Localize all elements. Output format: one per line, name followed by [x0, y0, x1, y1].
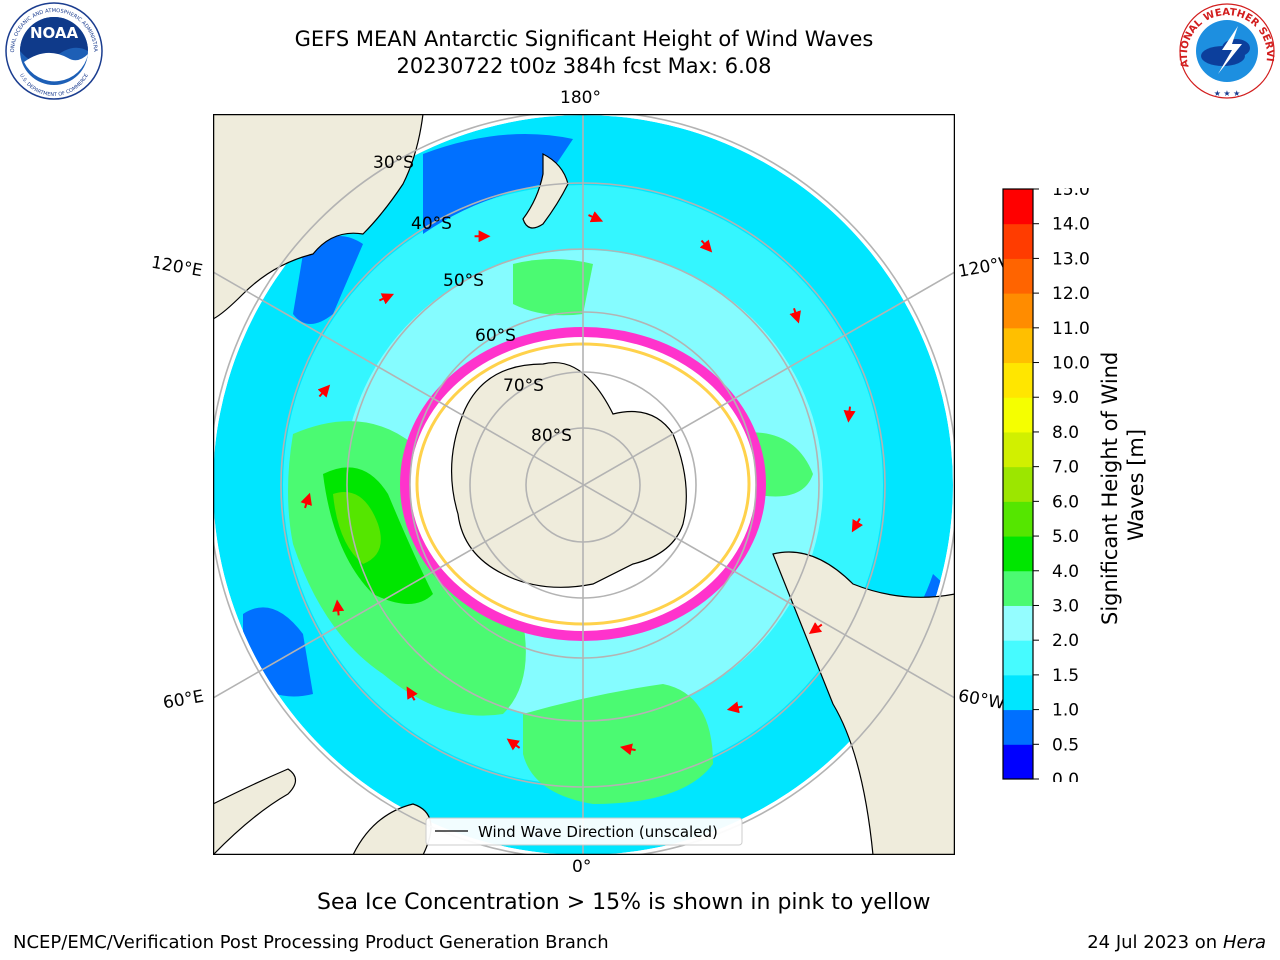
wave-arrow — [789, 308, 801, 324]
colorbar-tick-label: 4.0 — [1052, 562, 1079, 582]
lon-label-bottom: 0° — [572, 857, 592, 877]
colorbar-swatch — [1003, 362, 1033, 398]
colorbar-tick-label: 12.0 — [1052, 284, 1090, 304]
wave-arrow — [506, 738, 521, 751]
footer-left: NCEP/EMC/Verification Post Processing Pr… — [13, 932, 609, 953]
colorbar-swatch — [1003, 327, 1033, 364]
colorbar-label: Significant Height of Wind Waves [m] — [1098, 345, 1148, 625]
antarctica-land — [450, 362, 687, 588]
colorbar-tick-label: 11.0 — [1052, 319, 1090, 339]
wave-arrow — [726, 701, 743, 714]
map-legend: Wind Wave Direction (unscaled) — [425, 817, 743, 846]
graticule — [213, 114, 955, 855]
chart-title: GEFS MEAN Antarctic Significant Height o… — [294, 27, 874, 51]
colorbar-swatch — [1003, 640, 1033, 676]
wave-arrow — [332, 599, 345, 616]
footer-right: 24 Jul 2023 on Hera — [1087, 932, 1266, 953]
colorbar-tick-label: 3.0 — [1052, 596, 1079, 616]
colorbar-swatch — [1003, 293, 1033, 329]
africa-land — [213, 768, 297, 855]
new-zealand-land — [522, 153, 569, 229]
lon-label-upper-left: 120°E — [149, 252, 205, 282]
colorbar-swatch — [1003, 501, 1033, 537]
chart-subtitle: 20230722 t00z 384h fcst Max: 6.08 — [396, 54, 772, 78]
lon-label-lower-right: 60°W — [956, 686, 1007, 714]
lat-label-50s: 50°S — [443, 271, 484, 291]
colorbar-tick-label: 7.0 — [1052, 458, 1079, 478]
lon-label-lower-left: 60°E — [161, 686, 206, 714]
wave-arrow — [378, 293, 395, 305]
australia-land — [213, 114, 424, 320]
lat-label-30s: 30°S — [373, 153, 414, 173]
colorbar-tick-label: 8.0 — [1052, 423, 1079, 443]
colorbar-tick-label: 14.0 — [1052, 215, 1090, 235]
wave-arrow — [808, 622, 823, 634]
legend-label: Wind Wave Direction (unscaled) — [478, 823, 718, 841]
wave-arrow — [300, 492, 312, 509]
sea-ice-caption: Sea Ice Concentration > 15% is shown in … — [317, 890, 931, 915]
lat-label-80s: 80°S — [531, 426, 572, 446]
colorbar-tick-label: 0.5 — [1052, 735, 1079, 755]
colorbar-swatch — [1003, 258, 1033, 294]
wave-arrow — [699, 239, 713, 253]
colorbar-swatch — [1003, 223, 1033, 259]
noaa-logo-text: NOAA — [30, 24, 79, 42]
lat-label-70s: 70°S — [503, 376, 544, 396]
colorbar-tick-label: 9.0 — [1052, 388, 1079, 408]
colorbar-swatch — [1003, 744, 1033, 780]
colorbar-tick-label: 13.0 — [1052, 249, 1090, 269]
colorbar-swatch — [1003, 466, 1033, 502]
colorbar-swatch — [1003, 570, 1033, 606]
colorbar-tick-label: 5.0 — [1052, 527, 1079, 547]
nws-stars: ★ ★ ★ — [1214, 89, 1241, 98]
wave-arrow — [406, 686, 418, 701]
footer-machine: Hera — [1222, 932, 1266, 953]
wave-arrow — [851, 518, 864, 533]
polar-map: 30°S 40°S 50°S 60°S 70°S 80°S Wind Wave … — [212, 113, 956, 856]
colorbar-swatch — [1003, 674, 1033, 711]
colorbar-tick-label: 1.0 — [1052, 701, 1079, 721]
colorbar-tick-label: 6.0 — [1052, 492, 1079, 512]
colorbar-tick-label: 10.0 — [1052, 354, 1090, 374]
colorbar-swatch — [1003, 709, 1033, 745]
lat-label-60s: 60°S — [475, 326, 516, 346]
colorbar-swatch — [1003, 431, 1033, 468]
wave-arrow — [317, 384, 331, 398]
colorbar-swatch — [1003, 189, 1033, 225]
colorbar-tick-label: 15.0 — [1052, 188, 1090, 200]
lon-label-top: 180° — [560, 88, 601, 108]
colorbar-swatch — [1003, 605, 1033, 641]
wave-arrow — [619, 743, 636, 756]
wave-direction-arrows — [300, 211, 864, 756]
map-panel: 30°S 40°S 50°S 60°S 70°S 80°S Wind Wave … — [212, 113, 956, 856]
footer-date: 24 Jul 2023 on — [1087, 932, 1223, 953]
colorbar: 15.0 14.0 13.0 12.0 11.0 10.0 9.0 8.0 7.0 6.0 5.0 4… — [1002, 180, 1242, 790]
wave-arrow — [588, 211, 604, 223]
colorbar-swatch — [1003, 536, 1033, 572]
nws-logo: NATIONAL WEATHER SERVICE ★ ★ ★ — [1176, 2, 1275, 99]
colorbar-tick-label: 2.0 — [1052, 631, 1079, 651]
wave-arrow — [843, 406, 856, 423]
colorbar-tick-label: 0.0 — [1052, 770, 1079, 782]
noaa-logo: NOAA NATIONAL OCEANIC AND ATMOSPHERIC AD… — [2, 2, 103, 100]
colorbar-swatch — [1003, 397, 1033, 433]
colorbar-tick-label: 1.5 — [1052, 666, 1079, 686]
lat-label-40s: 40°S — [411, 214, 452, 234]
colorbar-svg: 15.0 14.0 13.0 12.0 11.0 10.0 9.0 8.0 7.0 6.0 5.0 4… — [1002, 180, 1148, 790]
